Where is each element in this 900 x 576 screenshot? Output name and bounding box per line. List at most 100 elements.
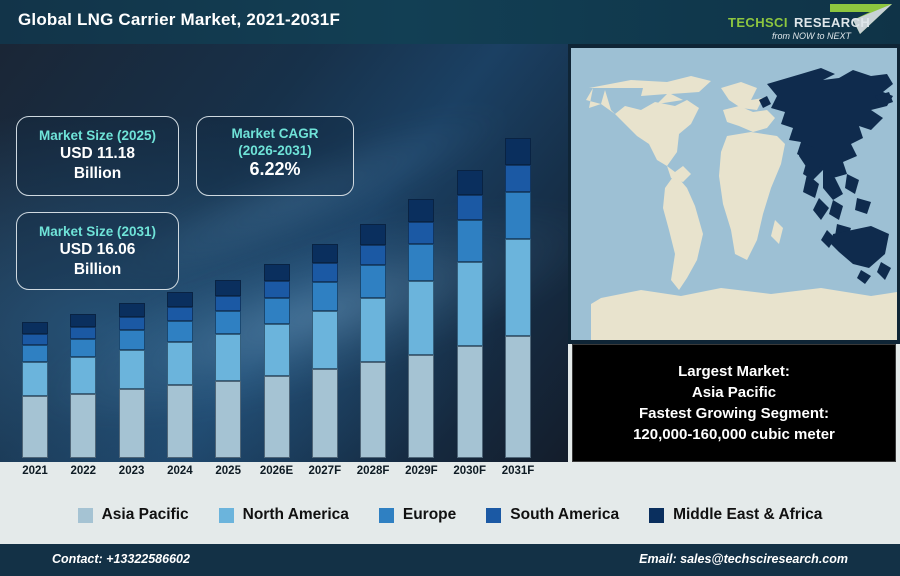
bar-segment-middle-east-africa (408, 198, 435, 222)
bar-segment-middle-east-africa (215, 279, 242, 296)
stat-card-label: Market Size (2031) (38, 224, 157, 239)
legend-swatch (486, 507, 502, 523)
x-tick-2021: 2021 (22, 465, 48, 477)
bar-segment-asia-pacific (22, 396, 48, 458)
stat-card-period: (2026-2031) (238, 143, 312, 158)
contact-text: Contact: +13322586602 (52, 552, 190, 566)
bar-segment-europe (456, 219, 483, 262)
stat-card-value: USD 16.06 (59, 241, 136, 258)
bar-segment-middle-east-africa (505, 138, 531, 165)
callout-line-2: Asia Pacific (691, 384, 777, 401)
legend-item-asia-pacific: Asia Pacific (77, 506, 189, 524)
bar-segment-asia-pacific (70, 393, 97, 458)
legend-label: Europe (402, 506, 457, 523)
bar-segment-europe (311, 281, 338, 312)
bar-2030F (456, 170, 483, 458)
callout-box: Largest Market: Asia Pacific Fastest Gro… (572, 344, 896, 462)
legend-item-south-america: South America (486, 506, 619, 524)
bar-segment-europe (215, 310, 242, 335)
bar-segment-europe (70, 338, 97, 358)
svg-text:TECHSCI: TECHSCI (728, 15, 788, 30)
world-map-panel (568, 44, 900, 344)
bar-segment-north-america (360, 297, 387, 363)
x-tick-2022: 2022 (70, 465, 97, 477)
bar-segment-north-america (408, 281, 435, 355)
callout-line-3: Fastest Growing Segment: (638, 405, 830, 422)
bar-segment-north-america (505, 239, 531, 336)
bar-segment-asia-pacific (408, 354, 435, 458)
bar-2021 (22, 322, 48, 458)
bar-segment-europe (22, 344, 48, 363)
svg-text:from NOW to NEXT: from NOW to NEXT (772, 31, 853, 41)
bar-segment-south-america (408, 221, 435, 245)
bar-2024 (166, 291, 193, 458)
x-tick-2026E: 2026E (259, 465, 294, 477)
x-tick-2031F: 2031F (501, 465, 535, 477)
bar-segment-north-america (456, 261, 483, 346)
chart-panel: Market Size (2025) USD 11.18 Billion Mar… (0, 44, 568, 462)
legend-swatch (77, 507, 93, 523)
footer-bar: Contact: +13322586602 Email: sales@techs… (0, 544, 900, 576)
legend-label: Asia Pacific (101, 506, 189, 523)
bar-segment-middle-east-africa (70, 314, 97, 327)
stat-card-market-cagr: Market CAGR (2026-2031) 6.22% (196, 116, 354, 196)
bar-segment-middle-east-africa (263, 263, 290, 282)
bar-segment-north-america (166, 342, 193, 386)
bar-segment-europe (263, 297, 290, 325)
stat-card-unit: Billion (73, 261, 122, 278)
legend-label: South America (510, 506, 620, 523)
bar-2031F (505, 138, 531, 458)
stat-card-label: Market Size (2025) (38, 128, 157, 143)
techsci-research-logo: TECHSCI RESEARCH from NOW to NEXT (710, 0, 896, 44)
bar-segment-asia-pacific (215, 380, 242, 458)
stat-card-value: 6.22% (249, 159, 301, 179)
bar-segment-south-america (263, 281, 290, 298)
stat-card-unit: Billion (73, 165, 122, 182)
bar-segment-south-america (360, 244, 387, 266)
logo-icon: TECHSCI RESEARCH from NOW to NEXT (728, 4, 892, 41)
x-tick-2024: 2024 (167, 465, 193, 477)
bar-segment-middle-east-africa (118, 303, 145, 318)
x-tick-2028F: 2028F (356, 465, 390, 477)
bar-segment-south-america (22, 333, 48, 345)
bar-2022 (70, 314, 97, 458)
bar-segment-asia-pacific (118, 389, 145, 458)
chart-legend: Asia Pacific North America Europe South Ame… (0, 486, 900, 544)
bar-segment-asia-pacific (311, 368, 338, 458)
bar-2027F (311, 244, 338, 458)
x-tick-2025: 2025 (215, 465, 241, 477)
bar-segment-north-america (118, 350, 145, 390)
stat-card-market-size-2025: Market Size (2025) USD 11.18 Billion (16, 116, 179, 196)
x-axis: 2021 2022 2023 2024 2025 2026E 2027F 2028F 2029F… (0, 462, 568, 486)
stacked-bar-chart (0, 44, 568, 462)
stat-card-value: USD 11.18 (60, 145, 135, 162)
bar-segment-europe (118, 329, 145, 351)
bar-2028F (360, 224, 387, 458)
header-bar: Global LNG Carrier Market, 2021-2031F TE… (0, 0, 900, 44)
bar-segment-north-america (263, 324, 290, 376)
email-text: Email: sales@techsciresearch.com (639, 552, 848, 566)
bar-segment-north-america (215, 334, 242, 381)
callout-line-4: 120,000-160,000 cubic meter (633, 426, 835, 443)
x-tick-2027F: 2027F (308, 465, 342, 477)
legend-item-middle-east-africa: Middle East & Africa (649, 506, 822, 524)
bar-segment-south-america (118, 317, 145, 330)
bar-segment-asia-pacific (456, 345, 483, 458)
bar-segment-middle-east-africa (456, 170, 483, 195)
bar-2025 (215, 279, 242, 458)
legend-swatch (649, 507, 665, 523)
legend-label: North America (242, 506, 349, 523)
legend-label: Middle East & Africa (673, 506, 823, 523)
bar-segment-europe (360, 265, 387, 298)
bar-2023 (118, 303, 145, 458)
bar-segment-europe (408, 244, 435, 282)
bar-segment-middle-east-africa (360, 224, 387, 245)
bar-2026E (263, 263, 290, 458)
world-map (571, 48, 897, 340)
bar-segment-north-america (22, 362, 48, 397)
bar-segment-asia-pacific (505, 335, 531, 458)
legend-item-europe: Europe (378, 506, 457, 524)
bar-segment-asia-pacific (166, 385, 193, 458)
callout-line-1: Largest Market: (678, 363, 790, 380)
